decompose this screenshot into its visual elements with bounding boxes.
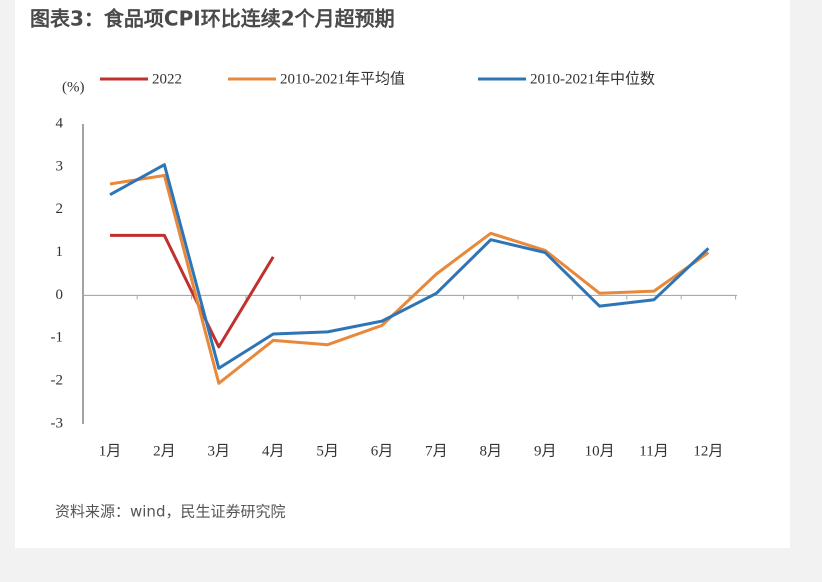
y-tick-label: 1: [56, 244, 64, 260]
x-tick-label: 4月: [262, 443, 285, 459]
panel: [15, 0, 790, 548]
series-line: [109, 173, 710, 385]
y-tick-label: 0: [56, 287, 64, 303]
y-tick-label: -2: [51, 373, 64, 389]
x-tick-label: 12月: [693, 443, 723, 459]
legend-label: 2010-2021年中位数: [530, 70, 655, 87]
chart-title: 图表3：食品项CPI环比连续2个月超预期: [30, 7, 395, 31]
x-tick-label: 9月: [534, 443, 557, 459]
x-tick-label: 3月: [208, 443, 231, 459]
x-tick-label: 5月: [316, 443, 339, 459]
y-tick-label: 3: [56, 158, 64, 174]
y-axis-label: (%): [62, 79, 85, 95]
legend-label: 2010-2021年平均值: [280, 70, 405, 87]
y-tick-label: -3: [51, 415, 64, 431]
x-tick-label: 10月: [585, 443, 615, 459]
y-tick-label: 4: [56, 115, 64, 131]
x-tick-label: 6月: [371, 443, 394, 459]
x-tick-label: 2月: [153, 443, 176, 459]
series-line: [109, 163, 710, 370]
series-line: [110, 233, 275, 349]
source: 资料来源：wind，民生证券研究院: [55, 503, 285, 521]
x-tick-label: 7月: [425, 443, 448, 459]
x-tick-label: 8月: [480, 443, 503, 459]
x-tick-label: 11月: [639, 443, 668, 459]
x-tick-label: 1月: [99, 443, 122, 459]
legend-label: 2022: [152, 71, 182, 87]
y-tick-label: -1: [51, 330, 64, 346]
y-tick-label: 2: [56, 201, 64, 217]
